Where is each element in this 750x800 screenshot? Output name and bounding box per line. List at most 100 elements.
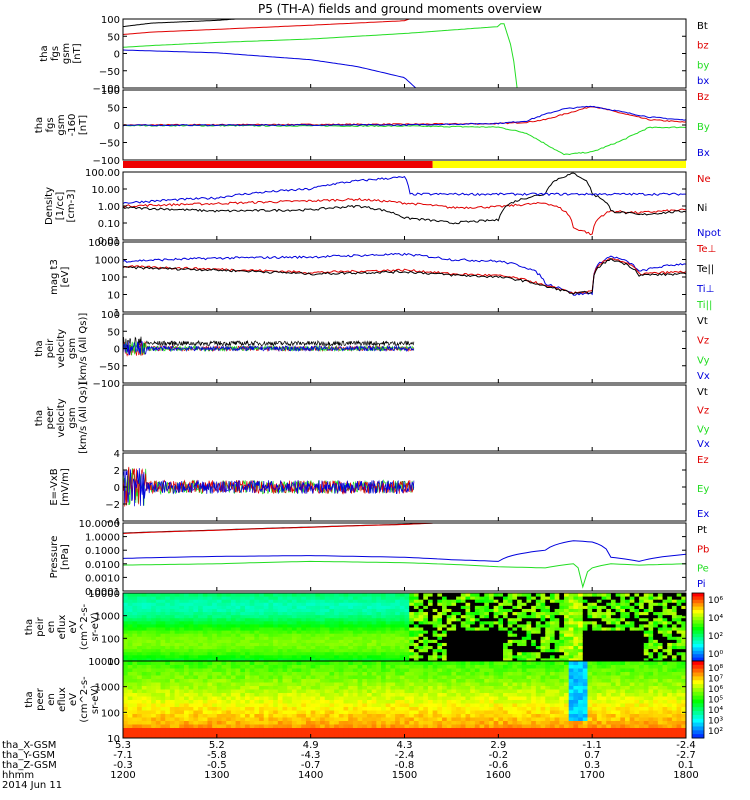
heatmap-cell bbox=[531, 657, 537, 661]
heatmap-cell bbox=[160, 617, 166, 622]
heatmap-cell bbox=[521, 675, 527, 679]
heatmap-cell bbox=[216, 675, 223, 679]
heatmap-cell bbox=[465, 678, 471, 683]
heatmap-cell bbox=[676, 617, 682, 622]
heatmap-cell bbox=[174, 703, 180, 707]
heatmap-cell bbox=[451, 720, 457, 725]
heatmap-cell bbox=[240, 651, 246, 656]
heatmap-cell bbox=[123, 608, 129, 613]
heatmap-cell bbox=[493, 692, 499, 697]
heatmap-cell bbox=[671, 596, 678, 600]
heatmap-cell bbox=[254, 633, 260, 637]
heatmap-cell bbox=[179, 605, 185, 609]
heatmap-cell bbox=[362, 678, 368, 683]
heatmap-cell bbox=[399, 630, 405, 634]
heatmap-cell bbox=[169, 713, 176, 718]
heatmap-cell bbox=[320, 645, 326, 650]
heatmap-cell bbox=[442, 720, 448, 725]
heatmap-cell bbox=[385, 731, 391, 735]
heatmap-cell bbox=[587, 648, 593, 653]
heatmap-cell bbox=[221, 648, 227, 653]
heatmap-cell bbox=[423, 713, 429, 718]
heatmap-cell bbox=[418, 608, 424, 613]
heatmap-cell bbox=[629, 623, 635, 628]
heatmap-cell bbox=[362, 727, 368, 732]
heatmap-cell bbox=[254, 678, 260, 683]
heatmap-cell bbox=[376, 692, 382, 697]
heatmap-cell bbox=[188, 724, 194, 728]
heatmap-cell bbox=[127, 685, 133, 690]
y-tick-label: 10 bbox=[107, 291, 120, 302]
heatmap-cell bbox=[423, 696, 429, 700]
heatmap-cell bbox=[268, 602, 274, 606]
heatmap-cell bbox=[545, 605, 551, 609]
heatmap-cell bbox=[404, 642, 410, 647]
colorbar-segment bbox=[692, 603, 704, 608]
heatmap-cell bbox=[202, 706, 208, 711]
heatmap-cell bbox=[132, 642, 138, 647]
heatmap-cell bbox=[188, 651, 194, 656]
heatmap-cell bbox=[226, 685, 232, 690]
heatmap-cell bbox=[521, 614, 527, 619]
heatmap-cell bbox=[212, 734, 218, 738]
heatmap-cell bbox=[629, 611, 635, 616]
heatmap-cell bbox=[620, 633, 626, 637]
heatmap-cell bbox=[249, 685, 255, 690]
heatmap-cell bbox=[132, 692, 138, 697]
heatmap-cell bbox=[240, 706, 246, 711]
heatmap-cell bbox=[305, 713, 312, 718]
heatmap-cell bbox=[193, 713, 199, 718]
heatmap-cell bbox=[535, 633, 542, 637]
heatmap-cell bbox=[535, 724, 542, 728]
heatmap-cell bbox=[357, 608, 363, 613]
heatmap-cell bbox=[620, 645, 626, 650]
heatmap-cell bbox=[404, 668, 410, 672]
heatmap-cell bbox=[399, 678, 405, 683]
heatmap-cell bbox=[221, 671, 227, 676]
heatmap-cell bbox=[606, 657, 612, 661]
heatmap-cell bbox=[460, 703, 466, 707]
heatmap-cell bbox=[160, 727, 166, 732]
heatmap-cell bbox=[568, 614, 574, 619]
heatmap-cell bbox=[137, 614, 143, 619]
heatmap-cell bbox=[174, 657, 180, 661]
heatmap-cell bbox=[470, 724, 476, 728]
heatmap-cell bbox=[338, 696, 345, 700]
heatmap-cell bbox=[573, 645, 579, 650]
heatmap-cell bbox=[123, 664, 129, 669]
heatmap-cell bbox=[488, 614, 495, 619]
heatmap-cell bbox=[263, 639, 269, 643]
heatmap-cell bbox=[526, 703, 532, 707]
heatmap-cell bbox=[352, 617, 359, 622]
heatmap-cell bbox=[230, 593, 237, 597]
heatmap-cell bbox=[287, 636, 293, 640]
heatmap-cell bbox=[202, 717, 208, 721]
heatmap-cell bbox=[390, 596, 396, 600]
heatmap-cell bbox=[437, 710, 443, 714]
heatmap-cell bbox=[305, 703, 312, 707]
heatmap-cell bbox=[606, 605, 612, 609]
heatmap-cell bbox=[601, 630, 607, 634]
heatmap-cell bbox=[526, 620, 532, 625]
heatmap-cell bbox=[493, 678, 499, 683]
heatmap-cell bbox=[188, 602, 194, 606]
heatmap-cell bbox=[437, 678, 443, 683]
heatmap-cell bbox=[568, 636, 574, 640]
heatmap-cell bbox=[151, 720, 157, 725]
heatmap-cell bbox=[512, 710, 518, 714]
heatmap-cell bbox=[305, 710, 312, 714]
heatmap-cell bbox=[409, 611, 415, 616]
heatmap-cell bbox=[446, 614, 452, 619]
heatmap-cell bbox=[291, 710, 298, 714]
heatmap-cell bbox=[371, 734, 377, 738]
heatmap-cell bbox=[484, 617, 490, 622]
heatmap-cell bbox=[484, 602, 490, 606]
heatmap-cell bbox=[207, 617, 213, 622]
heatmap-cell bbox=[381, 710, 387, 714]
heatmap-cell bbox=[334, 689, 340, 693]
y-axis-label: sr-eV) bbox=[90, 612, 101, 641]
heatmap-cell bbox=[540, 685, 546, 690]
heatmap-cell bbox=[212, 710, 218, 714]
heatmap-cell bbox=[254, 664, 260, 669]
heatmap-cell bbox=[413, 689, 420, 693]
